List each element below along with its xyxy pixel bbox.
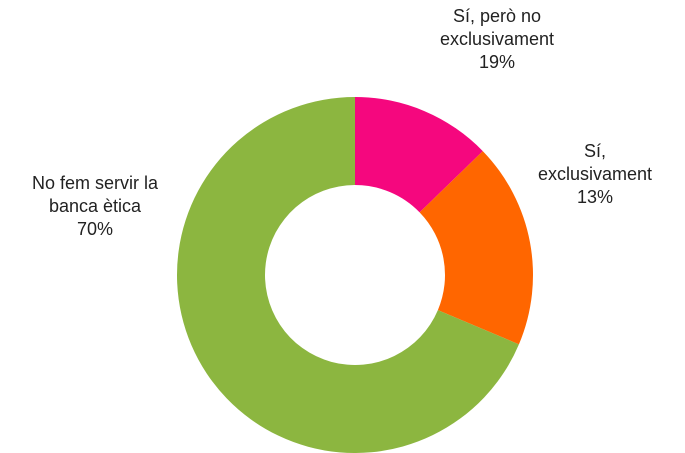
slice-label: Sí, però no exclusivament 19% (412, 5, 582, 74)
slice-value: 70% (76, 219, 114, 239)
donut-slice (419, 151, 533, 345)
slice-label: Sí, exclusivament 13% (527, 140, 663, 209)
slice-value: 19% (478, 52, 516, 72)
donut-slice (177, 97, 519, 453)
slice-value: 13% (576, 187, 614, 207)
slice-name: No fem servir la banca ètica (31, 173, 159, 216)
slice-label: No fem servir la banca ètica 70% (20, 172, 170, 241)
donut-slice (355, 97, 483, 213)
slice-name: Sí, però no exclusivament (439, 6, 555, 49)
slice-name: Sí, exclusivament (537, 141, 653, 184)
